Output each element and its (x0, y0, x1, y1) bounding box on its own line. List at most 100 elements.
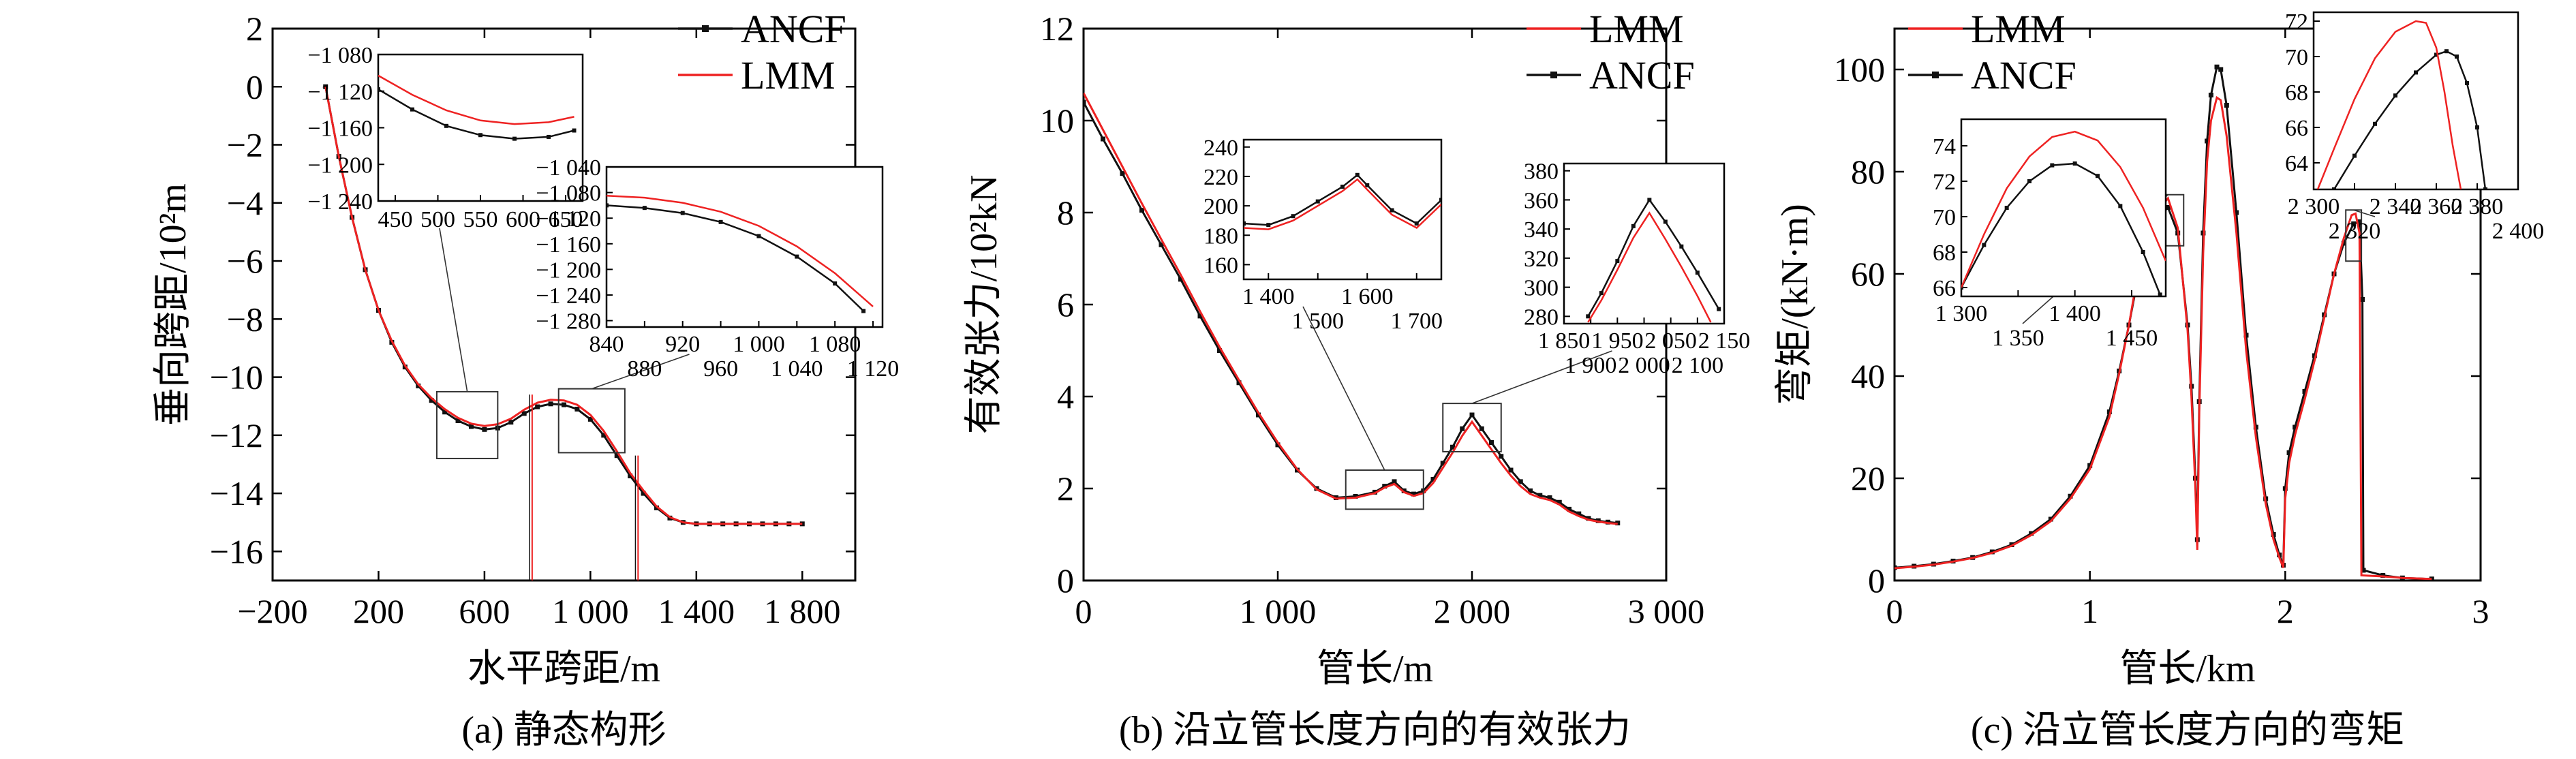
series-ancf-point (1178, 277, 1183, 282)
inset-x-tick-label: 1 350 (1992, 326, 2044, 351)
x-tick-label: 1 800 (764, 592, 841, 630)
zoom-connector (1471, 350, 1612, 404)
inset-series-ancf-point (378, 87, 380, 92)
inset-frame (605, 166, 884, 328)
inset-series-ancf-point (2414, 70, 2418, 75)
inset-series-ancf-point (1414, 221, 1419, 226)
inset-series-ancf-line (1961, 162, 2161, 295)
inset-x-tick-label: 1 900 (1565, 353, 1617, 378)
inset-x-tick-label: 2 400 (2492, 219, 2545, 244)
inset-y-tick-label: −1 200 (536, 258, 601, 283)
series-ancf-point (2341, 241, 2346, 246)
inset-x-tick-label: 1 120 (847, 356, 900, 382)
inset-y-tick-label: 66 (2285, 116, 2308, 141)
x-tick-label: 600 (459, 592, 510, 630)
series-ancf-point (1547, 495, 1552, 500)
inset-x-tick-label: 1 450 (2106, 326, 2158, 351)
zoom-connector (1302, 306, 1385, 471)
series-ancf-point (2234, 210, 2239, 215)
inset-y-tick-label: 70 (1933, 205, 1956, 230)
series-ancf-point (1353, 493, 1358, 499)
x-tick-label: 3 (2472, 592, 2489, 630)
series-ancf-point (1256, 412, 1261, 418)
series-ancf-point (455, 418, 461, 424)
series-ancf-point (1382, 484, 1387, 489)
inset-x-tick-label: 2 300 (2288, 194, 2340, 219)
inset-b-2: 280 300 320 340 360 380 1 850 1 950 2 050 2 150 1 … (1442, 159, 1750, 452)
inset-series-ancf-point (1599, 291, 1604, 296)
x-tick-label: 0 (1075, 592, 1092, 630)
y-tick-label: 10 (1040, 102, 1074, 140)
chart-caption: (c) 沿立管长度方向的弯矩 (1971, 709, 2404, 752)
y-tick-label: −6 (227, 242, 263, 280)
inset-series-ancf-point (2475, 125, 2479, 129)
inset-series-ancf-point (795, 254, 799, 259)
series-ancf-point (574, 406, 580, 412)
series-ancf-point (1469, 412, 1475, 418)
y-tick-label: 0 (1057, 561, 1074, 600)
series-ancf-point (628, 474, 633, 479)
inset-y-tick-label: −1 120 (307, 80, 373, 105)
series-ancf-point (2048, 516, 2053, 522)
inset-x-tick-label: 2 000 (1618, 353, 1670, 378)
y-tick-label: −16 (210, 532, 263, 570)
inset-series-ancf-point (2118, 204, 2123, 208)
inset-y-tick-label: 68 (2285, 80, 2308, 106)
series-ancf-point (587, 416, 593, 422)
legend-label-lmm: LMM (1971, 7, 2066, 51)
inset-series-ancf-point (2393, 93, 2397, 98)
x-tick-label: 3 000 (1628, 592, 1705, 630)
inset-x-tick-label: 1 950 (1591, 328, 1644, 354)
series-ancf-point (1430, 477, 1436, 482)
inset-y-tick-label: 300 (1524, 276, 1559, 301)
inset-y-tick-label: 240 (1203, 136, 1238, 161)
series-ancf-point (614, 453, 619, 459)
inset-series-ancf-point (1631, 223, 1636, 228)
y-axis-label: 有效张力/10²kN (963, 175, 1005, 435)
series-ancf-point (2360, 297, 2365, 302)
inset-series-ancf-point (2027, 179, 2031, 183)
series-ancf-point (2286, 450, 2292, 455)
inset-series-ancf-point (1439, 198, 1441, 202)
inset-x-tick-label: 920 (665, 332, 700, 357)
inset-series-ancf-point (1244, 221, 1246, 226)
inset-series-ancf-point (1586, 314, 1591, 319)
zoom-connector (592, 354, 690, 390)
inset-series-lmm-line (1244, 178, 1441, 230)
series-ancf-point (508, 420, 514, 425)
y-tick-label: 0 (246, 67, 263, 106)
inset-x-tick-label: 1 600 (1341, 284, 1394, 309)
inset-x-tick-label: 1 400 (1242, 284, 1295, 309)
series-ancf-point (548, 401, 553, 407)
inset-x-tick-label: 2 340 (2370, 194, 2422, 219)
inset-y-tick-label: 340 (1524, 217, 1559, 243)
inset-series-ancf-point (1291, 214, 1295, 219)
series-ancf-point (1120, 171, 1125, 176)
x-axis-label: 水平跨距/m (467, 648, 660, 690)
y-tick-label: 60 (1851, 255, 1885, 293)
series-ancf-point (1499, 454, 1504, 459)
inset-x-tick-label: 600 (506, 207, 540, 232)
inset-y-tick-label: 66 (1933, 276, 1956, 301)
inset-y-tick-label: 320 (1524, 247, 1559, 272)
inset-series-ancf-point (1647, 198, 1652, 202)
chart-caption: (a) 静态构形 (461, 709, 666, 752)
inset-y-tick-label: 220 (1203, 165, 1238, 190)
series-ancf-point (1489, 440, 1494, 445)
series-ancf-point (2068, 493, 2073, 499)
panel-a: −200 200 600 1 000 1 400 1 800 2 0 −2 −4 −6 −8 −10 −1… (152, 7, 899, 752)
inset-series-ancf-point (410, 107, 414, 112)
inset-y-tick-label: 68 (1933, 241, 1956, 266)
inset-y-tick-label: 360 (1524, 188, 1559, 213)
inset-x-tick-label: 1 400 (2049, 301, 2101, 326)
series-ancf-point (562, 402, 566, 407)
inset-series-ancf-point (718, 219, 723, 224)
series-ancf-point (1528, 488, 1533, 493)
inset-y-tick-label: 70 (2285, 45, 2308, 70)
inset-y-tick-label: −1 160 (307, 117, 373, 142)
series-ancf-point (442, 409, 448, 415)
series-ancf-point (1275, 442, 1281, 448)
inset-series-ancf-point (2158, 292, 2162, 296)
